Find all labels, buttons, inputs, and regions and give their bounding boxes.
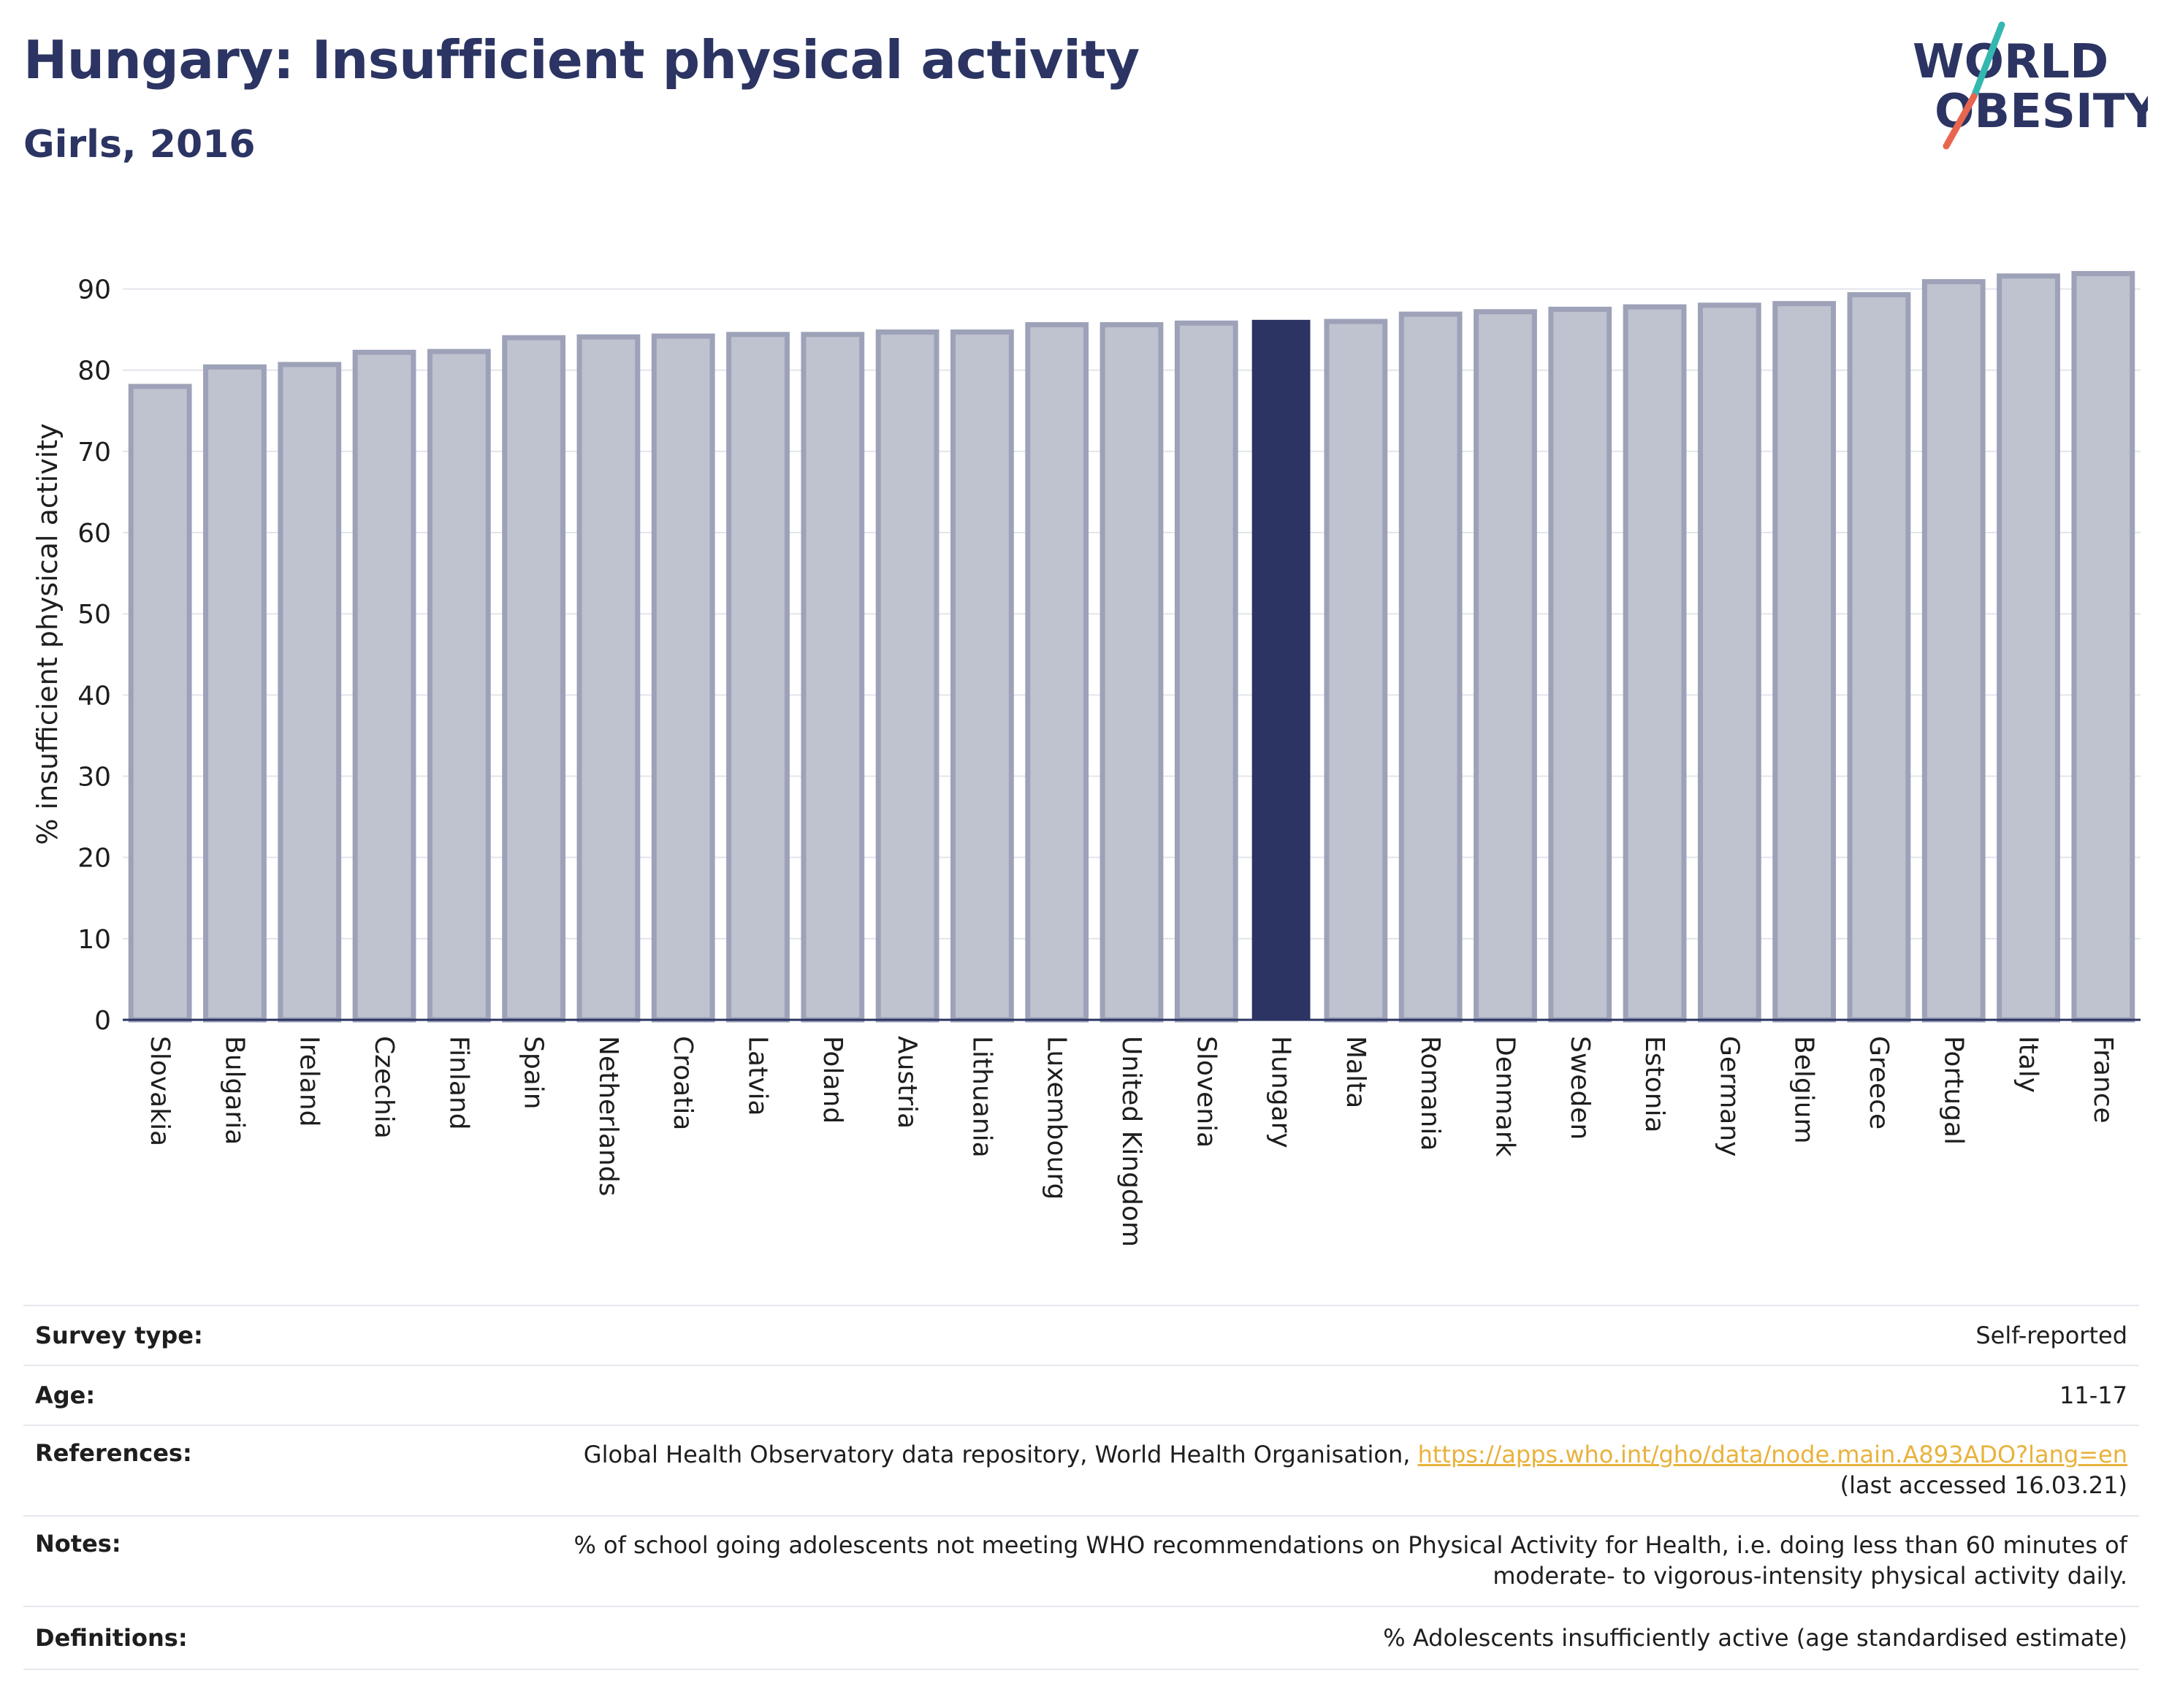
x-tick-label: Slovakia — [145, 1036, 175, 1146]
bar-croatia — [651, 333, 715, 1023]
notes-value: % of school going adolescents not meetin… — [573, 1530, 2139, 1591]
y-tick-label: 10 — [77, 925, 111, 955]
x-tick-label: United Kingdom — [1116, 1036, 1146, 1247]
bar-estonia — [1623, 304, 1687, 1023]
bar-austria — [875, 329, 940, 1023]
bar-slovakia — [128, 384, 192, 1023]
page-title: Hungary: Insufficient physical activity — [23, 29, 1140, 91]
bar-bulgaria — [203, 364, 267, 1023]
bar-united-kingdom — [1099, 321, 1164, 1023]
y-tick-label: 20 — [77, 844, 111, 874]
logo-slash-coral — [1943, 93, 1978, 150]
x-tick-label: Ireland — [294, 1036, 324, 1127]
bar-romania — [1398, 311, 1463, 1023]
bar-finland — [427, 348, 491, 1023]
x-tick-label: Latvia — [743, 1036, 773, 1116]
references-row: References: Global Health Observatory da… — [23, 1425, 2139, 1515]
bar-malta — [1324, 319, 1388, 1023]
y-tick-label: 80 — [77, 357, 111, 386]
x-tick-label: Italy — [2013, 1036, 2043, 1093]
x-tick-label: Finland — [443, 1036, 473, 1130]
notes-row: Notes: % of school going adolescents not… — [23, 1515, 2139, 1606]
survey-type-row: Survey type: Self-reported — [23, 1305, 2139, 1365]
y-tick-label: 40 — [77, 681, 111, 711]
logo-word-world: WORLD — [1913, 35, 2108, 89]
bar-lithuania — [950, 329, 1014, 1023]
bar-luxembourg — [1025, 321, 1089, 1023]
x-tick-label: Hungary — [1266, 1036, 1296, 1148]
references-text: Global Health Observatory data repositor… — [583, 1441, 1411, 1468]
y-tick-label: 30 — [77, 763, 111, 793]
age-value: 11-17 — [2059, 1381, 2127, 1409]
bar-france — [2071, 270, 2135, 1023]
bars — [128, 270, 2135, 1023]
x-tick-label: Croatia — [668, 1036, 698, 1130]
x-tick-label: France — [2088, 1036, 2118, 1124]
bar-italy — [1997, 273, 2060, 1023]
x-tick-label: Spain — [519, 1036, 549, 1110]
x-tick-label: Estonia — [1639, 1036, 1669, 1133]
notes-line-2: moderate- to vigorous-intensity physical… — [1493, 1562, 2127, 1590]
x-tick-label: Netherlands — [593, 1036, 623, 1196]
bar-spain — [502, 335, 566, 1023]
x-tick-label: Sweden — [1565, 1036, 1595, 1140]
bar-poland — [801, 332, 865, 1023]
bar-portugal — [1921, 279, 1986, 1023]
y-axis-label: % insufficient physical activity — [31, 423, 64, 845]
x-tick-label: Lithuania — [967, 1036, 996, 1158]
references-accessed: (last accessed 16.03.21) — [1840, 1471, 2127, 1499]
age-label: Age: — [35, 1381, 96, 1409]
survey-type-value: Self-reported — [1975, 1322, 2127, 1349]
page-subtitle: Girls, 2016 — [23, 123, 256, 167]
bar-netherlands — [576, 334, 641, 1023]
references-value: Global Health Observatory data repositor… — [584, 1439, 2139, 1501]
x-tick-label: Belgium — [1789, 1036, 1819, 1144]
y-tick-label: 60 — [77, 519, 111, 549]
references-label: References: — [35, 1439, 192, 1467]
x-tick-label: Portugal — [1938, 1036, 1968, 1145]
y-axis-ticks: 0 10 20 30 40 50 60 70 80 90 — [77, 275, 111, 1036]
x-tick-label: Slovenia — [1191, 1036, 1221, 1148]
world-obesity-logo: WORLD OBESITY — [1913, 21, 2148, 150]
x-tick-label: Luxembourg — [1042, 1036, 1072, 1200]
survey-type-label: Survey type: — [35, 1322, 203, 1349]
definitions-label: Definitions: — [35, 1624, 188, 1652]
bar-chart: 0 10 20 30 40 50 60 70 80 90 Slovakia Bulgaria Irel… — [31, 270, 2141, 1247]
x-tick-label: Poland — [817, 1036, 847, 1124]
references-link[interactable]: https://apps.who.int/gho/data/node.main.… — [1417, 1441, 2127, 1468]
bar-sweden — [1548, 306, 1612, 1023]
logo-word-obesity: OBESITY — [1935, 85, 2148, 139]
x-tick-label: Bulgaria — [219, 1036, 249, 1145]
age-row: Age: 11-17 — [23, 1365, 2139, 1425]
bar-slovenia — [1174, 320, 1238, 1023]
y-tick-label: 90 — [77, 275, 111, 305]
bar-denmark — [1474, 309, 1537, 1023]
bar-hungary — [1251, 319, 1311, 1020]
y-tick-label: 50 — [77, 600, 111, 630]
notes-label: Notes: — [35, 1530, 121, 1558]
x-tick-label: Malta — [1341, 1036, 1371, 1108]
y-tick-label: 70 — [77, 438, 111, 468]
bar-greece — [1847, 291, 1911, 1023]
x-tick-label: Germany — [1714, 1036, 1744, 1156]
bar-ireland — [278, 362, 342, 1023]
x-tick-label: Romania — [1415, 1036, 1445, 1151]
definitions-value: % Adolescents insufficiently active (age… — [1383, 1624, 2127, 1652]
bar-latvia — [726, 332, 790, 1023]
bar-germany — [1697, 302, 1761, 1023]
x-tick-label: Czechia — [369, 1036, 399, 1139]
bar-belgium — [1772, 301, 1837, 1023]
x-tick-label: Greece — [1864, 1036, 1894, 1129]
bar-czechia — [352, 349, 416, 1023]
x-tick-label: Denmark — [1490, 1036, 1520, 1157]
notes-line-1: % of school going adolescents not meetin… — [573, 1531, 2127, 1559]
metadata-table: Survey type: Self-reported Age: 11-17 Re… — [23, 1305, 2139, 1670]
x-tick-label: Austria — [892, 1036, 922, 1129]
logo-slash-teal — [1970, 21, 2005, 100]
y-tick-label: 0 — [94, 1006, 111, 1036]
x-axis-tick-labels: Slovakia Bulgaria Ireland Czechia Finland Spa… — [145, 1036, 2118, 1247]
definitions-row: Definitions: % Adolescents insufficientl… — [23, 1606, 2139, 1670]
